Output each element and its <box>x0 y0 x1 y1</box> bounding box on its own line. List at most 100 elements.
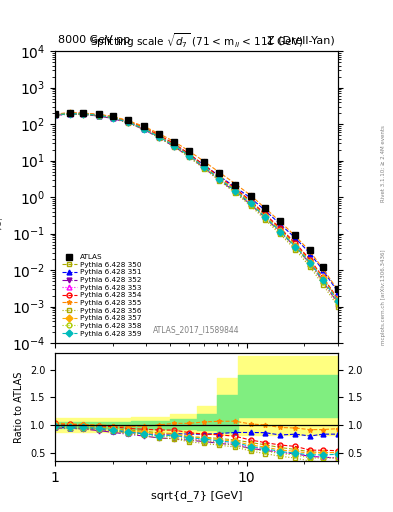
Pythia 6.428 358 <box>263 215 268 221</box>
Pythia 6.428 355 <box>263 205 268 211</box>
Pythia 6.428 358 <box>248 202 253 208</box>
Pythia 6.428 351 <box>320 267 325 273</box>
Legend: ATLAS, Pythia 6.428 350, Pythia 6.428 351, Pythia 6.428 352, Pythia 6.428 353, P: ATLAS, Pythia 6.428 350, Pythia 6.428 35… <box>59 251 145 339</box>
Pythia 6.428 350 <box>217 175 222 181</box>
Pythia 6.428 359 <box>233 187 237 194</box>
Pythia 6.428 353 <box>141 125 146 132</box>
Pythia 6.428 357 <box>81 111 85 117</box>
Text: mcplots.cern.ch [arXiv:1306.3436]: mcplots.cern.ch [arXiv:1306.3436] <box>381 249 386 345</box>
Pythia 6.428 352 <box>293 244 298 250</box>
Pythia 6.428 352 <box>263 215 268 221</box>
Pythia 6.428 351 <box>263 207 268 214</box>
Pythia 6.428 356 <box>293 247 298 253</box>
Pythia 6.428 351 <box>248 195 253 201</box>
Pythia 6.428 357 <box>53 112 57 118</box>
Pythia 6.428 355 <box>233 181 237 187</box>
Pythia 6.428 355 <box>248 192 253 198</box>
Pythia 6.428 358 <box>53 112 57 118</box>
Pythia 6.428 353 <box>187 153 191 159</box>
Pythia 6.428 351 <box>141 125 146 132</box>
Pythia 6.428 354 <box>187 151 191 157</box>
Pythia 6.428 358 <box>68 111 73 117</box>
Pythia 6.428 355 <box>125 117 130 123</box>
Y-axis label: $\frac{d\sigma}{d\sqrt{\overline{d_7}}}$ [pb,GeV$^{-1}$]: $\frac{d\sigma}{d\sqrt{\overline{d_7}}}$… <box>0 158 6 237</box>
Pythia 6.428 355 <box>336 287 340 293</box>
Pythia 6.428 353 <box>97 112 101 118</box>
Pythia 6.428 355 <box>68 110 73 116</box>
Pythia 6.428 358 <box>233 189 237 195</box>
ATLAS <box>81 110 85 116</box>
Pythia 6.428 350 <box>53 111 57 117</box>
Line: Pythia 6.428 352: Pythia 6.428 352 <box>53 112 340 306</box>
Pythia 6.428 352 <box>233 189 237 195</box>
Pythia 6.428 353 <box>263 214 268 220</box>
Pythia 6.428 352 <box>278 229 283 235</box>
Pythia 6.428 359 <box>125 119 130 125</box>
Pythia 6.428 354 <box>278 225 283 231</box>
ATLAS <box>293 232 298 239</box>
ATLAS <box>172 139 177 145</box>
Line: Pythia 6.428 353: Pythia 6.428 353 <box>53 111 340 306</box>
Pythia 6.428 357 <box>110 114 115 120</box>
Pythia 6.428 350 <box>263 212 268 218</box>
Pythia 6.428 354 <box>202 162 206 168</box>
ATLAS <box>157 131 162 137</box>
Pythia 6.428 359 <box>278 228 283 234</box>
Pythia 6.428 353 <box>308 261 312 267</box>
Pythia 6.428 358 <box>157 134 162 140</box>
Pythia 6.428 356 <box>278 231 283 238</box>
Pythia 6.428 351 <box>97 113 101 119</box>
Pythia 6.428 351 <box>278 221 283 227</box>
Pythia 6.428 355 <box>141 123 146 129</box>
Pythia 6.428 356 <box>308 264 312 270</box>
Pythia 6.428 353 <box>278 229 283 235</box>
Pythia 6.428 357 <box>157 134 162 140</box>
Pythia 6.428 356 <box>248 203 253 209</box>
Pythia 6.428 354 <box>308 257 312 263</box>
Pythia 6.428 355 <box>97 111 101 117</box>
Pythia 6.428 352 <box>157 135 162 141</box>
Pythia 6.428 358 <box>81 111 85 117</box>
Line: Pythia 6.428 354: Pythia 6.428 354 <box>53 111 340 302</box>
Pythia 6.428 352 <box>172 144 177 150</box>
Line: Pythia 6.428 357: Pythia 6.428 357 <box>53 111 340 303</box>
Pythia 6.428 354 <box>248 198 253 204</box>
Pythia 6.428 358 <box>125 119 130 125</box>
Pythia 6.428 357 <box>263 213 268 219</box>
ATLAS <box>320 264 325 270</box>
Pythia 6.428 350 <box>157 133 162 139</box>
Pythia 6.428 353 <box>202 164 206 170</box>
Pythia 6.428 356 <box>110 115 115 121</box>
Pythia 6.428 359 <box>248 200 253 206</box>
Pythia 6.428 357 <box>308 259 312 265</box>
Pythia 6.428 351 <box>125 119 130 125</box>
Pythia 6.428 353 <box>293 244 298 250</box>
Pythia 6.428 356 <box>81 111 85 117</box>
Pythia 6.428 359 <box>202 164 206 170</box>
Pythia 6.428 359 <box>110 115 115 121</box>
Pythia 6.428 356 <box>125 120 130 126</box>
Pythia 6.428 353 <box>172 142 177 148</box>
Pythia 6.428 354 <box>53 111 57 117</box>
Pythia 6.428 350 <box>320 275 325 281</box>
Pythia 6.428 354 <box>233 185 237 191</box>
Pythia 6.428 352 <box>320 278 325 284</box>
Pythia 6.428 352 <box>248 201 253 207</box>
ATLAS <box>278 218 283 224</box>
Pythia 6.428 353 <box>248 201 253 207</box>
Pythia 6.428 352 <box>125 120 130 126</box>
Pythia 6.428 351 <box>81 111 85 117</box>
Pythia 6.428 351 <box>157 134 162 140</box>
Pythia 6.428 350 <box>278 226 283 232</box>
Pythia 6.428 358 <box>293 245 298 251</box>
Pythia 6.428 356 <box>68 111 73 117</box>
Pythia 6.428 355 <box>172 139 177 145</box>
Pythia 6.428 350 <box>233 186 237 193</box>
Pythia 6.428 353 <box>68 111 73 117</box>
Pythia 6.428 351 <box>110 115 115 121</box>
Line: Pythia 6.428 358: Pythia 6.428 358 <box>53 112 340 306</box>
Pythia 6.428 359 <box>157 134 162 140</box>
Pythia 6.428 359 <box>263 214 268 220</box>
ATLAS <box>53 111 57 117</box>
Pythia 6.428 351 <box>187 151 191 157</box>
